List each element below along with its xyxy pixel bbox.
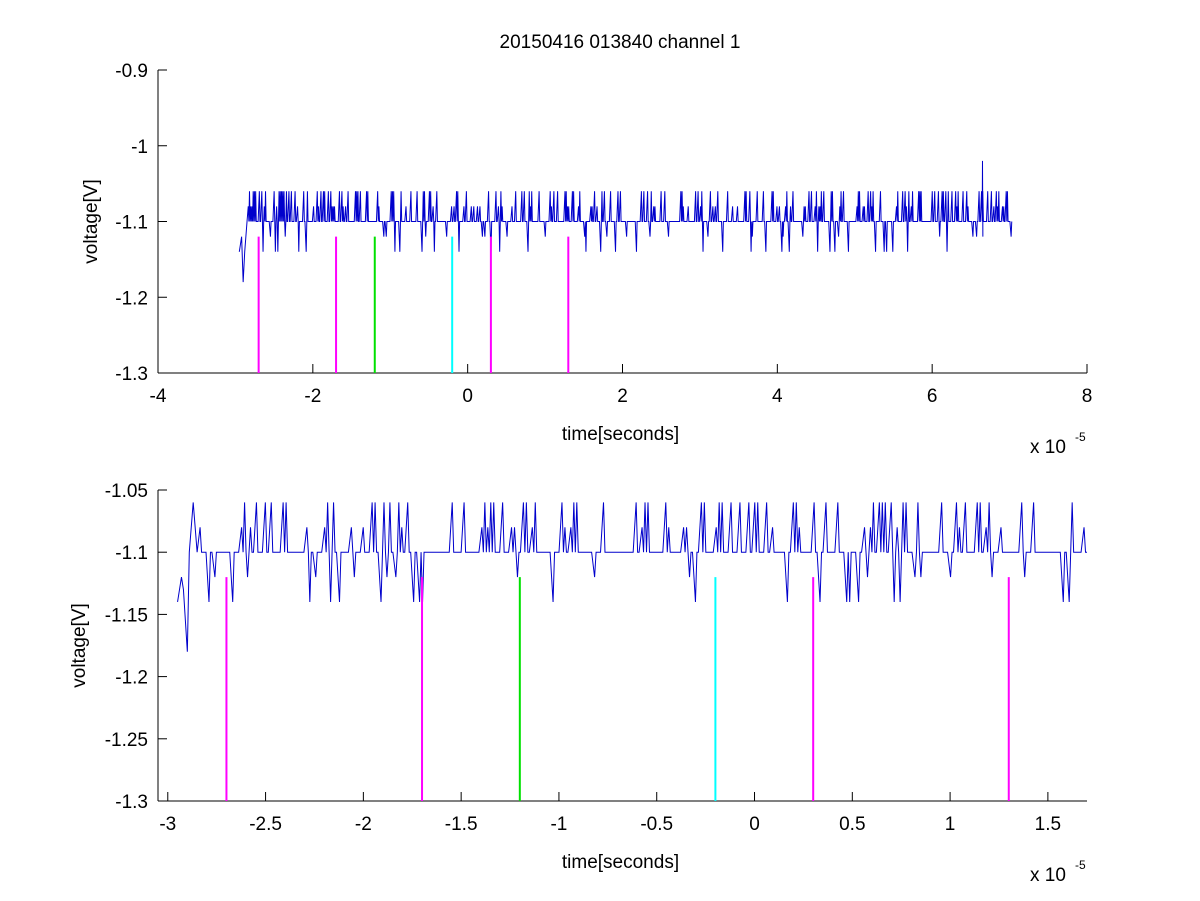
y-axis-label: voltage[V] [69,603,90,688]
x-tick-label: -2 [304,386,321,407]
x-tick-label: 0 [462,386,473,407]
figure-title: 20150416 013840 channel 1 [500,32,741,53]
x-multiplier-label: x 10 [1030,865,1066,886]
x-axis-label: time[seconds] [562,852,679,873]
x-tick-label: 0.5 [839,814,865,835]
y-tick-label: -1.3 [115,792,148,813]
x-tick-label: 6 [927,386,938,407]
x-tick-label: -2.5 [249,814,282,835]
bottom-plot: -3 -2.5 -2 -1.5 -1 -0.5 0 0.5 1 1.5 -1.3 -1.25 -1.2 -… [69,481,1087,886]
signal-trace [177,502,1087,652]
x-tick-label: -1.5 [445,814,478,835]
x-tick-label: -3 [159,814,176,835]
y-tick-label: -1.1 [115,213,148,234]
top-plot: -4 -2 0 2 4 6 8 -1.3 -1.2 -1.1 -1 -0.9 time[seconds]… [81,61,1092,458]
x-multiplier-label: x 10 [1030,437,1066,458]
y-tick-label: -1.3 [115,364,148,385]
y-tick-label: -1.05 [105,481,148,502]
x-tick-label: 1.5 [1035,814,1061,835]
x-tick-label: -2 [355,814,372,835]
x-multiplier-exponent: -5 [1075,858,1086,872]
x-tick-label: 0 [749,814,760,835]
x-tick-label: 8 [1082,386,1093,407]
x-axis-label: time[seconds] [562,424,679,445]
x-tick-label: -0.5 [640,814,673,835]
y-tick-label: -1.25 [105,730,148,751]
x-tick-label: 4 [772,386,783,407]
y-axis-label: voltage[V] [81,179,102,264]
y-tick-label: -0.9 [115,61,148,82]
y-tick-label: -1.1 [115,543,148,564]
y-tick-label: -1.15 [105,605,148,626]
signal-trace [238,160,1013,283]
x-tick-label: -4 [150,386,167,407]
y-tick-label: -1.2 [115,668,148,689]
x-tick-label: 1 [945,814,956,835]
x-multiplier-exponent: -5 [1075,430,1086,444]
y-tick-label: -1.2 [115,288,148,309]
y-tick-label: -1 [131,137,148,158]
x-tick-label: 2 [617,386,628,407]
x-tick-label: -1 [550,814,567,835]
